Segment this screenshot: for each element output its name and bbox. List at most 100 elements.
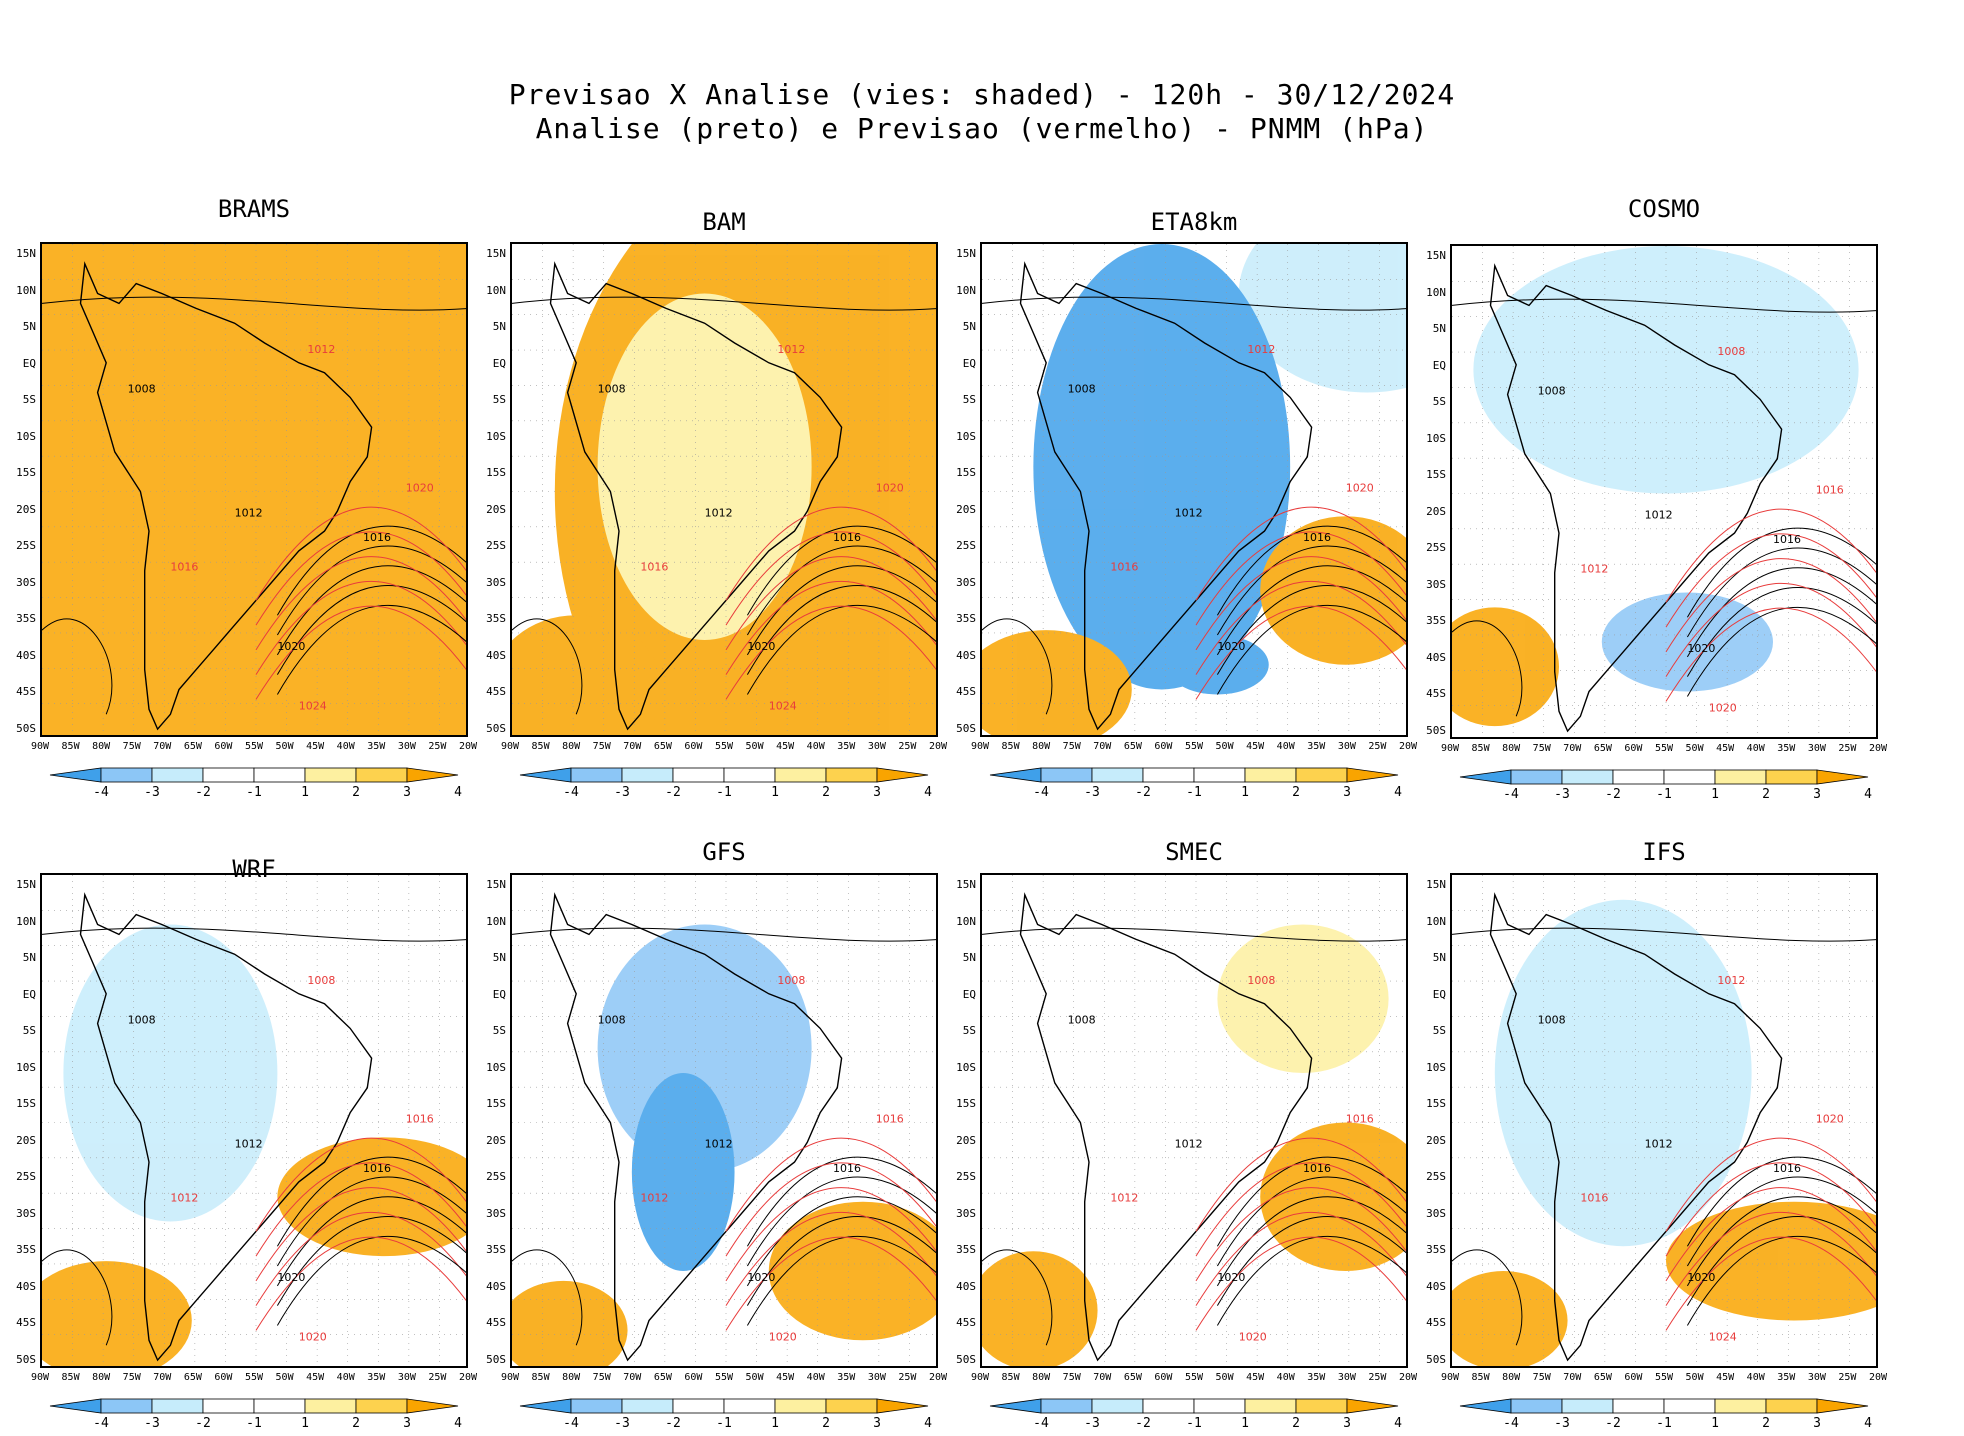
x-tick-label: 90W: [30, 1372, 50, 1383]
colorbar-label: -3: [614, 785, 630, 800]
colorbar-label: 4: [1864, 787, 1872, 802]
y-tick-label: 40S: [956, 1279, 976, 1293]
analysis-isobar-label: 1012: [235, 506, 263, 519]
bias-region-negative: [1033, 244, 1291, 690]
panel-title-cosmo: COSMO: [1627, 195, 1701, 223]
y-tick-label: 20S: [1426, 504, 1446, 518]
x-tick-label: 25W: [1838, 743, 1857, 754]
forecast-isobar: [1195, 1236, 1406, 1331]
x-tick-label: 55W: [244, 741, 264, 752]
analysis-isobar-label: 1008: [128, 383, 156, 396]
y-tick-label: 10N: [16, 283, 36, 297]
analysis-isobar: [276, 565, 466, 656]
analysis-isobar: [1686, 1216, 1876, 1306]
y-tick-label: 10N: [1426, 285, 1446, 299]
colorbar-label: 1: [1241, 785, 1249, 800]
colorbar-label: -3: [1554, 1416, 1570, 1431]
x-tick-label: 35W: [1777, 743, 1796, 754]
colorbar-segment: [1142, 1398, 1195, 1414]
x-tick-label: 25W: [1368, 1372, 1387, 1383]
y-tick-label: 35S: [486, 612, 506, 626]
x-tick-label: 25W: [898, 1372, 917, 1383]
x-tick-label: 25W: [428, 741, 447, 752]
y-tick-label: 35S: [956, 1243, 976, 1257]
y-tick-label: 35S: [1426, 1243, 1446, 1257]
colorbar-segment: [989, 1398, 1042, 1414]
coastline: [1019, 261, 1313, 731]
analysis-isobar: [746, 1176, 936, 1267]
analysis-isobar: [1216, 545, 1406, 636]
forecast-isobar: [255, 556, 466, 651]
y-tick-label: 20S: [1426, 1133, 1446, 1147]
colorbar-segment: [1459, 769, 1512, 785]
x-tick-label: 25W: [898, 741, 917, 752]
bias-region-positive: [1666, 1201, 1876, 1321]
x-tick-label: 35W: [1307, 741, 1326, 752]
colorbar-segment: [1663, 1398, 1716, 1414]
isobars: [42, 296, 466, 715]
y-tick-label: 35S: [1426, 614, 1446, 628]
isobars: [1452, 927, 1876, 1346]
bias-region-negative: [1601, 592, 1773, 692]
y-tick-label: 5S: [492, 1024, 506, 1038]
y-tick-label: 15N: [486, 878, 506, 891]
bias-region-positive: [1452, 1271, 1568, 1366]
colorbar-segment: [253, 767, 306, 783]
y-tick-label: 45S: [1426, 1316, 1446, 1330]
y-tick-label: 15S: [486, 466, 506, 480]
y-tick-label: 35S: [16, 612, 36, 626]
colorbar-label: -4: [563, 785, 579, 800]
analysis-isobar: [276, 1176, 466, 1267]
x-tick-label: 55W: [1184, 741, 1204, 752]
colorbar-label: 1: [771, 1416, 779, 1431]
colorbar-segment: [723, 1398, 776, 1414]
y-tick-label: 5S: [22, 1024, 36, 1038]
forecast-isobar: [1195, 1162, 1406, 1257]
forecast-isobar-label: 1012: [307, 343, 335, 356]
colorbar-label: 1: [1711, 1416, 1719, 1431]
x-tick-label: 60W: [214, 741, 233, 752]
y-tick-label: 15S: [956, 466, 976, 480]
isobars: [982, 927, 1406, 1346]
colorbar-segment: [876, 767, 929, 783]
x-tick-label: 60W: [1154, 741, 1173, 752]
y-tick-label: 40S: [1426, 650, 1446, 664]
forecast-isobar-label: 1020: [876, 482, 904, 495]
colorbar-label: -2: [1135, 1416, 1151, 1431]
forecast-isobar-label: 1008: [1717, 345, 1745, 358]
colorbar-segment: [100, 1398, 153, 1414]
analysis-isobar-label: 1016: [1303, 1162, 1331, 1175]
panel-title-ifs: IFS: [1642, 838, 1686, 866]
analysis-isobar: [1686, 587, 1876, 677]
x-tick-label: 80W: [1032, 741, 1051, 752]
y-tick-label: 45S: [486, 685, 506, 699]
x-tick-label: 20W: [928, 741, 948, 752]
analysis-isobar: [746, 585, 936, 675]
colorbar-label: 1: [301, 785, 309, 800]
colorbar-label: 2: [352, 785, 360, 800]
forecast-isobar-label: 1012: [777, 343, 805, 356]
colorbar-segment: [1295, 1398, 1348, 1414]
x-tick-label: 20W: [458, 741, 478, 752]
forecast-isobar-label: 1012: [1110, 1192, 1138, 1205]
panel-title-brams: BRAMS: [217, 195, 291, 223]
forecast-isobar: [1665, 607, 1876, 702]
y-tick-label: 10S: [1426, 431, 1446, 445]
y-tick-label: 50S: [16, 1353, 36, 1366]
forecast-isobar-label: 1016: [406, 1113, 434, 1126]
analysis-isobar: [1216, 1216, 1406, 1306]
colorbar-segment: [100, 767, 153, 783]
analysis-isobar: [512, 618, 583, 715]
analysis-isobar-label: 1020: [1687, 1271, 1715, 1284]
colorbar-segment: [621, 1398, 674, 1414]
analysis-isobar-label: 1020: [1217, 1271, 1245, 1284]
analysis-isobar-label: 1020: [747, 640, 775, 653]
x-tick-label: 50W: [1685, 1372, 1704, 1383]
x-tick-label: 25W: [1838, 1372, 1857, 1383]
y-tick-label: EQ: [962, 356, 976, 370]
analysis-isobar: [746, 545, 936, 636]
analysis-isobar: [276, 1196, 466, 1287]
colorbar-segment: [1040, 1398, 1093, 1414]
panel-title-bam: BAM: [702, 208, 746, 236]
colorbar-segment: [825, 1398, 878, 1414]
